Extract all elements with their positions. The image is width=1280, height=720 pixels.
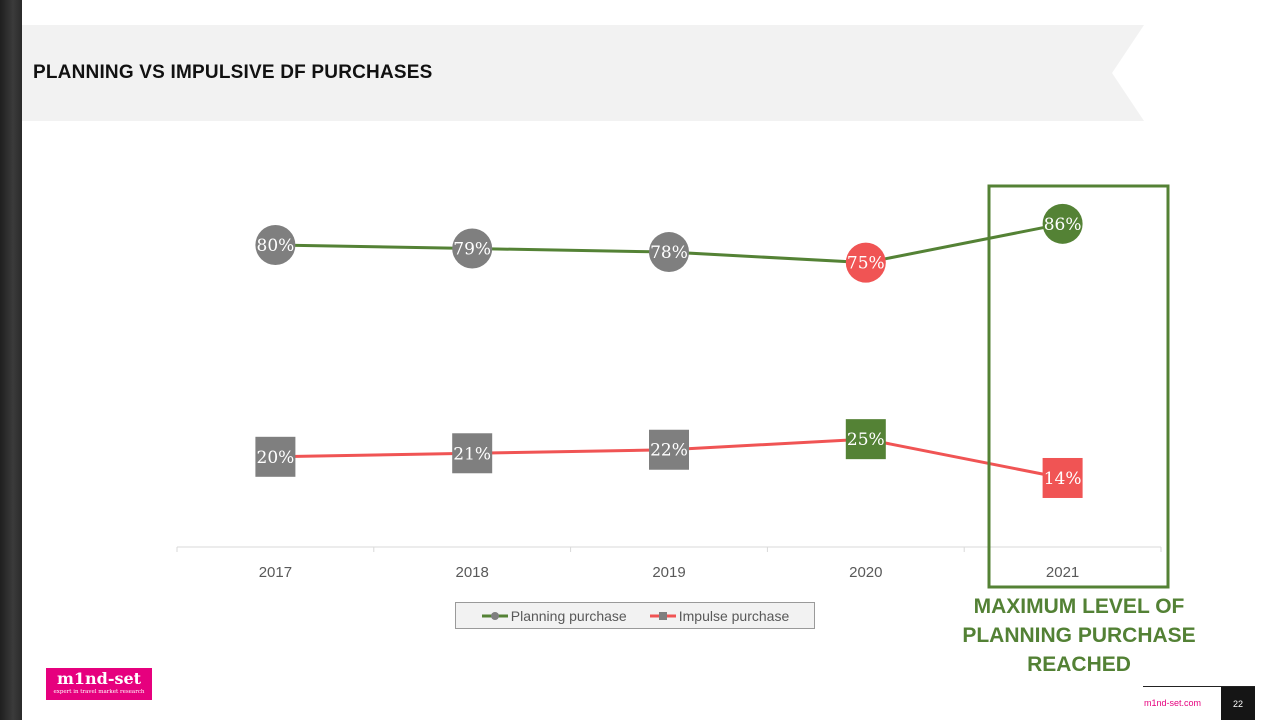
legend-item-planning: Planning purchase: [481, 608, 627, 624]
page-number: 22: [1221, 687, 1255, 720]
series-markers: 80% 79% 78% 75% 86% 20% 21% 22% 25% 14%: [255, 203, 1083, 498]
x-tick-label: 2018: [456, 564, 489, 581]
x-axis: 2017 2018 2019 2020 2021: [176, 546, 1162, 581]
legend-square-marker-icon: [649, 611, 676, 620]
data-label: 21%: [453, 444, 491, 464]
impulse-point: [1042, 457, 1083, 498]
x-tick-label: 2019: [652, 564, 685, 581]
x-tick-label: 2020: [849, 564, 882, 581]
mindset-logo: m1nd-set expert in travel market researc…: [46, 668, 152, 700]
data-label: 22%: [650, 441, 688, 461]
data-label: 25%: [847, 430, 885, 450]
logo-wordmark: m1nd-set: [56, 669, 142, 688]
legend-circle-marker-icon: [481, 611, 508, 620]
planning-point: [255, 225, 296, 265]
data-label: 20%: [257, 448, 295, 468]
impulse-point: [649, 429, 689, 470]
planning-point: [845, 242, 886, 283]
slide-title: PLANNING VS IMPULSIVE DF PURCHASES: [33, 62, 433, 83]
data-label: 86%: [1044, 215, 1082, 235]
logo-tagline: expert in travel market research: [53, 689, 145, 695]
legend-label-impulse: Impulse purchase: [678, 607, 790, 624]
legend-label-planning: Planning purchase: [510, 607, 627, 624]
data-label: 14%: [1044, 469, 1082, 489]
title-banner: [22, 25, 1147, 121]
legend-item-impulse: Impulse purchase: [649, 607, 790, 624]
x-tick-label: 2017: [259, 564, 292, 581]
data-label: 79%: [453, 240, 491, 260]
footer-divider: [1143, 686, 1255, 687]
left-edge-bar: [0, 0, 22, 720]
planning-point: [452, 228, 493, 269]
chart-legend: Planning purchase Impulse purchase: [455, 602, 815, 629]
impulse-point: [845, 419, 886, 460]
footer-website-link[interactable]: m1nd-set.com: [1144, 698, 1202, 708]
data-label: 78%: [650, 243, 688, 263]
impulse-point: [452, 433, 493, 474]
data-label: 75%: [847, 254, 885, 274]
planning-point: [1042, 203, 1083, 244]
impulse-point: [255, 436, 296, 477]
x-tick-label: 2021: [1046, 564, 1079, 581]
data-label: 80%: [257, 236, 295, 256]
callout-text: MAXIMUM LEVEL OF PLANNING PURCHASE REACH…: [962, 595, 1196, 676]
highlight-box-2021: [987, 184, 1170, 589]
planning-point: [649, 232, 689, 273]
